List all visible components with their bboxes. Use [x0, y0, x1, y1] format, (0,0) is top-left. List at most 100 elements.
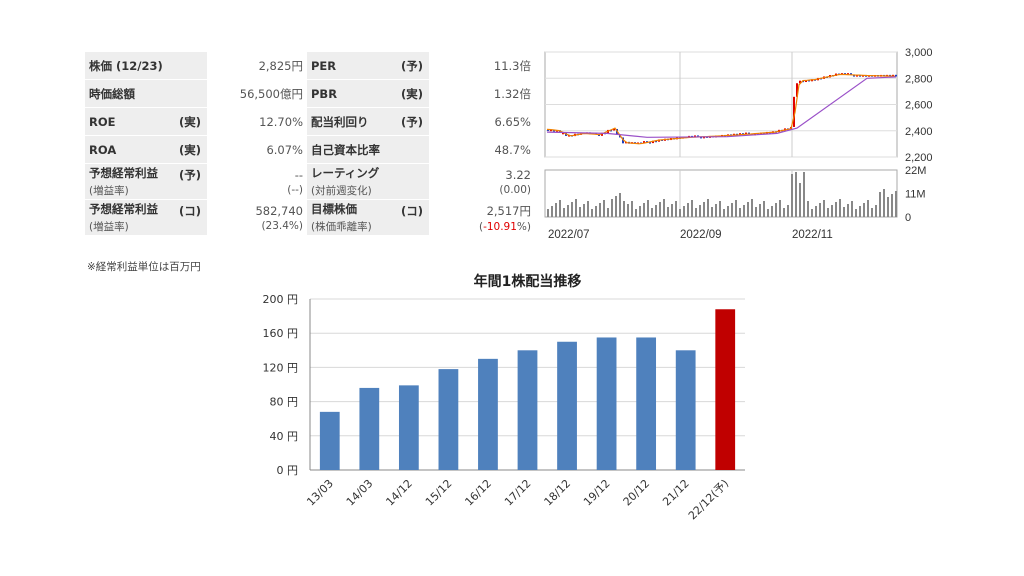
volume-bar — [799, 183, 801, 217]
candle — [859, 74, 861, 77]
volume-bar — [631, 201, 633, 217]
stat-value-sub: (23.4%) — [261, 219, 303, 232]
x-tick-label: 17/12 — [502, 477, 534, 509]
volume-bar — [599, 203, 601, 217]
volume-bar — [779, 200, 781, 217]
volume-bar — [867, 200, 869, 217]
candle — [850, 73, 852, 75]
stat-value-main: -- — [294, 167, 303, 182]
price-tick-label: 2,200 — [905, 152, 933, 164]
volume-bar — [583, 204, 585, 217]
stat-value-main: 2,517円 — [486, 203, 531, 218]
volume-bar — [767, 209, 769, 217]
stat-tag: (コ) — [173, 199, 207, 236]
x-tick-label: 13/03 — [304, 477, 336, 509]
candle — [655, 140, 657, 143]
stat-label: 時価総額 — [85, 79, 173, 108]
stat-label-sub: (増益率) — [89, 185, 129, 197]
volume-bar — [675, 201, 677, 217]
candle — [613, 128, 615, 131]
stat-label: 自己資本比率 — [307, 135, 395, 164]
candle — [757, 133, 759, 135]
volume-tick-label: 0 — [905, 212, 911, 224]
stat-tag: (実) — [173, 107, 207, 136]
stat-tag: (コ) — [395, 199, 429, 236]
stat-label-main: 予想経常利益 — [89, 166, 158, 180]
candle — [799, 80, 801, 84]
volume-bar — [879, 192, 881, 217]
stat-tag — [395, 163, 429, 200]
x-tick-label: 14/12 — [383, 477, 415, 509]
stat-value: 56,500億円 — [207, 79, 307, 108]
volume-bar — [699, 205, 701, 217]
volume-bar — [863, 203, 865, 217]
volume-bar — [559, 200, 561, 217]
stat-label: 配当利回り — [307, 107, 395, 136]
volume-bar — [787, 205, 789, 217]
volume-bar — [623, 201, 625, 217]
volume-bar — [555, 203, 557, 217]
x-tick-label: 16/12 — [462, 477, 494, 509]
bar — [596, 337, 617, 470]
y-tick-label: 160 円 — [263, 327, 299, 340]
stat-label-main: 予想経常利益 — [89, 202, 158, 216]
volume-bar — [895, 191, 897, 217]
stat-label-main: 目標株価 — [311, 202, 357, 216]
volume-bar — [551, 206, 553, 217]
candle — [847, 73, 849, 75]
stat-tag — [173, 79, 207, 108]
stat-value-sub: (-10.91%) — [433, 221, 531, 233]
volume-bar — [815, 206, 817, 217]
stat-label: 予想経常利益 (増益率) — [85, 199, 173, 236]
bar — [636, 337, 657, 470]
volume-bar — [719, 201, 721, 217]
volume-bar — [771, 206, 773, 217]
volume-bar — [679, 209, 681, 217]
volume-bar — [803, 172, 805, 217]
stat-tag — [395, 135, 429, 164]
date-label: 2022/11 — [792, 229, 833, 241]
stat-tag — [173, 52, 207, 80]
stat-value: 582,740 (23.4%) — [207, 199, 307, 236]
candle — [649, 142, 651, 144]
stat-tag: (予) — [395, 107, 429, 136]
x-tick-label: 14/03 — [344, 477, 376, 509]
bar — [557, 341, 577, 470]
stat-label-sub: (増益率) — [89, 221, 129, 233]
volume-bar — [651, 208, 653, 217]
volume-bar — [847, 204, 849, 217]
volume-bar — [783, 208, 785, 217]
date-label: 2022/09 — [680, 229, 722, 241]
volume-bar — [703, 202, 705, 217]
volume-bar — [851, 201, 853, 217]
candle — [808, 79, 810, 82]
price-tick-label: 2,800 — [905, 73, 933, 85]
volume-bar — [707, 199, 709, 217]
candle — [805, 79, 807, 83]
stat-value: 11.3倍 — [429, 52, 535, 80]
volume-bar — [859, 206, 861, 217]
price-tick-label: 2,600 — [905, 100, 933, 112]
stats-row: ROE (実) 12.70% 配当利回り (予) 6.65% — [85, 107, 535, 136]
candle — [853, 74, 855, 77]
stat-label: 株価 (12/23) — [85, 52, 173, 80]
candle — [895, 74, 897, 77]
volume-tick-label: 22M — [905, 165, 926, 177]
volume-bar — [831, 205, 833, 217]
volume-bar — [755, 207, 757, 217]
bar — [438, 369, 459, 470]
volume-bar — [619, 193, 621, 217]
volume-bar — [843, 207, 845, 217]
bar — [715, 309, 736, 470]
volume-bar — [575, 199, 577, 217]
stat-label-main: レーティング — [311, 166, 380, 180]
stat-label: 予想経常利益 (増益率) — [85, 163, 173, 200]
volume-bar — [603, 200, 605, 217]
bar — [675, 350, 696, 470]
stat-value: 48.7% — [429, 135, 535, 164]
price-tick-label: 2,400 — [905, 126, 933, 138]
volume-bar — [775, 203, 777, 217]
volume-bar — [891, 194, 893, 217]
candle — [610, 129, 612, 132]
